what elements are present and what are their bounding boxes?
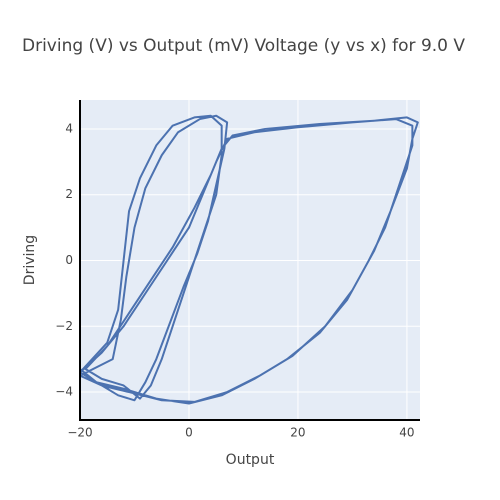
- chart-title: Driving (V) vs Output (mV) Voltage (y vs…: [22, 36, 465, 56]
- plot: [80, 114, 419, 405]
- data-line: [80, 114, 419, 405]
- x-axis-title: Output: [226, 452, 275, 468]
- x-tick-label: 0: [185, 426, 193, 440]
- x-tick-label: −20: [67, 426, 92, 440]
- x-tick-label: 40: [399, 426, 414, 440]
- x-tick-label: 20: [290, 426, 305, 440]
- y-tick-label: −2: [55, 319, 73, 333]
- y-tick-label: 4: [65, 121, 73, 135]
- y-tick-label: −4: [55, 385, 73, 399]
- y-tick-label: 2: [65, 187, 73, 201]
- y-tick-label: 0: [65, 253, 73, 267]
- y-axis-title: Driving: [22, 235, 38, 285]
